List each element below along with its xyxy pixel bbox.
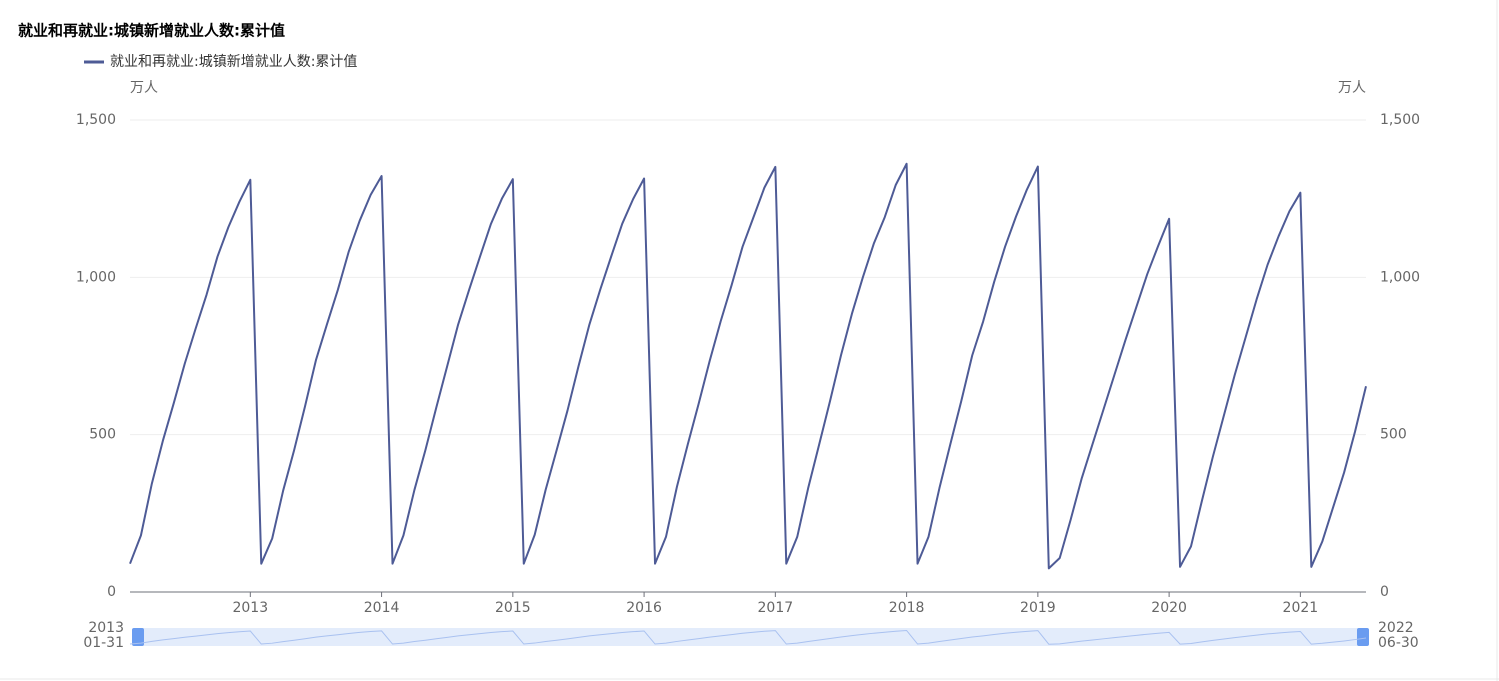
x-tick-label: 2015 — [495, 600, 531, 616]
zoom-start-year: 2013 — [88, 620, 124, 636]
y2-tick-label: 500 — [1380, 427, 1407, 443]
y2-tick-label: 0 — [1380, 584, 1389, 600]
zoom-window[interactable] — [138, 628, 1364, 646]
chart-title: 就业和再就业:城镇新增就业人数:累计值 — [18, 22, 285, 40]
y2-unit: 万人 — [1338, 80, 1366, 96]
zoom-end-year: 2022 — [1378, 620, 1414, 636]
zoom-end-date: 06-30 — [1378, 635, 1419, 651]
y-tick-label: 0 — [107, 584, 116, 600]
y-tick-label: 1,500 — [76, 112, 116, 128]
x-tick-label: 2020 — [1151, 600, 1187, 616]
legend-label[interactable]: 就业和再就业:城镇新增就业人数:累计值 — [110, 54, 357, 70]
x-tick-label: 2021 — [1283, 600, 1319, 616]
series-line — [129, 162, 1367, 570]
y-unit: 万人 — [130, 80, 158, 96]
x-tick-label: 2018 — [889, 600, 925, 616]
x-tick-label: 2016 — [626, 600, 662, 616]
zoom-handle-end[interactable] — [1357, 628, 1369, 646]
y-tick-label: 1,000 — [76, 269, 116, 285]
y-tick-label: 500 — [89, 427, 116, 443]
x-tick-label: 2017 — [758, 600, 794, 616]
x-tick-label: 2019 — [1020, 600, 1056, 616]
y2-tick-label: 1,000 — [1380, 269, 1420, 285]
zoom-handle-start[interactable] — [132, 628, 144, 646]
zoom-preview-line — [129, 629, 1367, 645]
y2-tick-label: 1,500 — [1380, 112, 1420, 128]
x-tick-label: 2013 — [232, 600, 268, 616]
x-tick-label: 2014 — [364, 600, 400, 616]
zoom-start-date: 01-31 — [83, 635, 124, 651]
